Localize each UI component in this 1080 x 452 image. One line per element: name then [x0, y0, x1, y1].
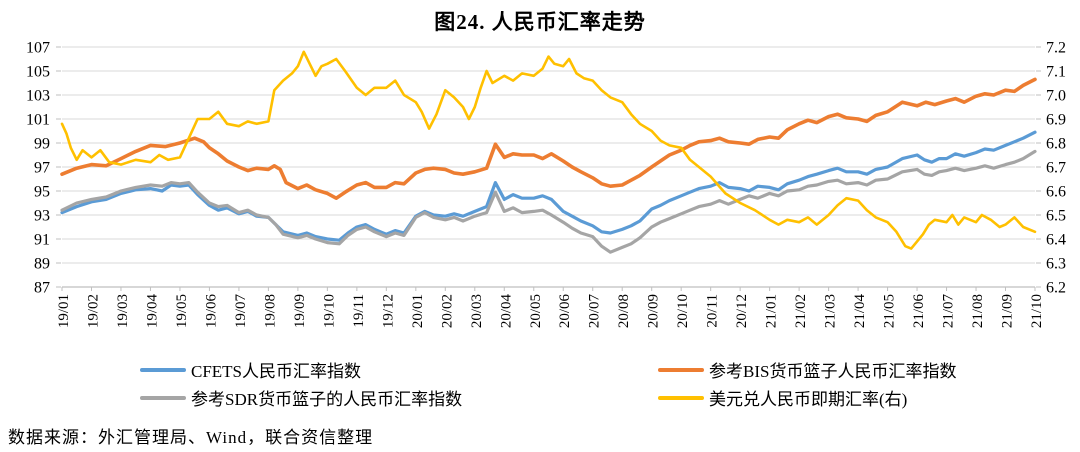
svg-text:95: 95 — [34, 184, 50, 201]
svg-text:20/01: 20/01 — [410, 294, 426, 328]
svg-text:21/03: 21/03 — [823, 294, 839, 328]
svg-text:21/08: 21/08 — [970, 294, 986, 328]
legend-swatch-usdcny — [658, 395, 704, 400]
svg-text:107: 107 — [26, 40, 50, 57]
svg-text:6.9: 6.9 — [1046, 112, 1066, 129]
svg-text:19/07: 19/07 — [233, 294, 249, 329]
svg-text:20/04: 20/04 — [498, 294, 514, 329]
svg-text:6.6: 6.6 — [1046, 184, 1066, 201]
svg-text:93: 93 — [34, 208, 50, 225]
line-chart-svg: 87 6.2 89 6.3 91 6.4 93 6.5 95 6.6 97 6.7 99 6.8 101 6.… — [26, 40, 1066, 329]
svg-text:20/07: 20/07 — [587, 294, 603, 329]
svg-text:19/11: 19/11 — [351, 294, 367, 328]
legend-item-cfets: CFETS人民币汇率指数 — [140, 357, 361, 382]
svg-text:89: 89 — [34, 256, 50, 273]
svg-text:20/06: 20/06 — [557, 294, 573, 329]
svg-text:20/09: 20/09 — [646, 294, 662, 328]
svg-text:19/09: 19/09 — [292, 294, 308, 328]
svg-text:19/08: 19/08 — [262, 294, 278, 328]
legend-swatch-sdr — [140, 395, 186, 400]
svg-text:6.5: 6.5 — [1046, 208, 1066, 225]
legend-label-bis: 参考BIS货币篮子人民币汇率指数 — [709, 362, 957, 381]
svg-text:7.2: 7.2 — [1046, 40, 1066, 57]
source-note: 数据来源：外汇管理局、Wind，联合资信整理 — [8, 428, 374, 447]
svg-text:20/03: 20/03 — [469, 294, 485, 328]
legend-label-sdr: 参考SDR货币篮子的人民币汇率指数 — [191, 390, 463, 409]
svg-text:101: 101 — [26, 112, 50, 129]
svg-text:21/04: 21/04 — [852, 294, 868, 329]
svg-text:20/12: 20/12 — [734, 294, 750, 328]
svg-text:19/03: 19/03 — [115, 294, 131, 328]
svg-text:20/10: 20/10 — [675, 294, 691, 328]
legend-item-bis: 参考BIS货币篮子人民币汇率指数 — [658, 357, 956, 382]
svg-text:91: 91 — [34, 232, 50, 249]
svg-text:19/12: 19/12 — [380, 294, 396, 328]
svg-text:97: 97 — [34, 160, 50, 177]
svg-text:19/06: 19/06 — [203, 294, 219, 329]
svg-text:21/07: 21/07 — [941, 294, 957, 329]
legend-swatch-bis — [658, 367, 704, 372]
svg-text:20/05: 20/05 — [528, 294, 544, 328]
legend-label-usdcny: 美元兑人民币即期汇率(右) — [709, 390, 908, 409]
svg-text:19/05: 19/05 — [174, 294, 190, 328]
svg-text:99: 99 — [34, 136, 50, 153]
svg-text:6.3: 6.3 — [1046, 256, 1066, 273]
svg-text:21/02: 21/02 — [793, 294, 809, 328]
svg-text:6.7: 6.7 — [1046, 160, 1066, 177]
svg-text:7.1: 7.1 — [1046, 64, 1066, 81]
svg-text:7.0: 7.0 — [1046, 88, 1066, 105]
svg-text:6.2: 6.2 — [1046, 280, 1066, 297]
svg-text:20/02: 20/02 — [439, 294, 455, 328]
svg-text:21/05: 21/05 — [882, 294, 898, 328]
legend-label-cfets: CFETS人民币汇率指数 — [191, 362, 362, 381]
svg-text:19/04: 19/04 — [144, 294, 160, 329]
svg-text:6.4: 6.4 — [1046, 232, 1066, 249]
svg-text:20/11: 20/11 — [705, 294, 721, 328]
svg-text:19/01: 19/01 — [56, 294, 72, 328]
chart-title: 图24. 人民币汇率走势 — [434, 10, 646, 34]
svg-text:19/02: 19/02 — [85, 294, 101, 328]
svg-text:103: 103 — [26, 88, 50, 105]
svg-text:21/06: 21/06 — [911, 294, 927, 329]
svg-text:105: 105 — [26, 64, 50, 81]
svg-text:21/09: 21/09 — [1000, 294, 1016, 328]
svg-text:20/08: 20/08 — [616, 294, 632, 328]
svg-text:21/01: 21/01 — [764, 294, 780, 328]
legend-item-usdcny: 美元兑人民币即期汇率(右) — [658, 385, 907, 410]
svg-text:19/10: 19/10 — [321, 294, 337, 328]
legend-item-sdr: 参考SDR货币篮子的人民币汇率指数 — [140, 385, 462, 410]
legend-swatch-cfets — [140, 367, 186, 372]
svg-text:6.8: 6.8 — [1046, 136, 1066, 153]
svg-text:21/10: 21/10 — [1029, 294, 1045, 328]
svg-text:87: 87 — [34, 280, 50, 297]
